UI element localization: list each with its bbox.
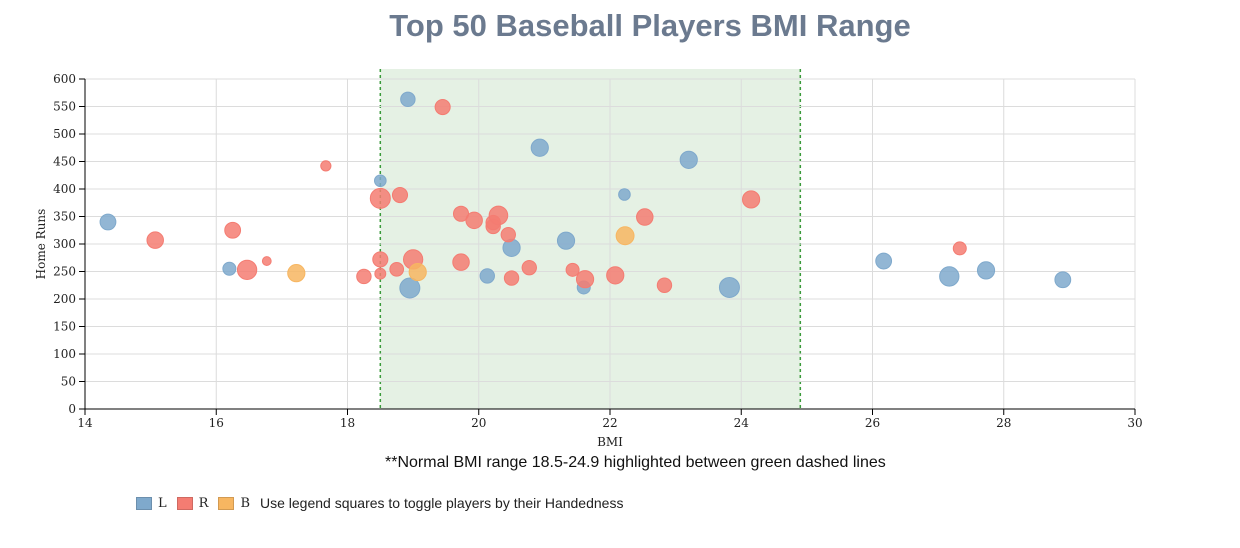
legend-swatch-l[interactable]	[136, 496, 152, 510]
point-r	[434, 99, 451, 116]
point-r	[503, 270, 520, 286]
point-r	[500, 226, 516, 243]
x-tick-label: 22	[602, 416, 617, 430]
band-fill	[380, 69, 801, 409]
y-tick-label: 0	[68, 402, 76, 416]
axes: 14 16 18 20 22 24 26 28 300501001502002503003504…	[53, 72, 1143, 430]
point-l	[618, 188, 631, 201]
y-tick-label: 200	[53, 292, 76, 306]
y-tick-label: 450	[53, 155, 76, 169]
point-r	[488, 205, 509, 226]
point-l	[939, 266, 960, 287]
point-l	[556, 231, 576, 250]
point-r	[952, 241, 967, 256]
legend-label-b: B	[240, 495, 250, 511]
point-r	[452, 253, 470, 271]
point-r	[391, 187, 409, 204]
point-r	[261, 256, 272, 266]
point-l	[679, 150, 698, 169]
point-b	[287, 264, 306, 283]
y-tick-label: 300	[53, 237, 76, 251]
legend: L R B Use legend squares to toggle playe…	[136, 495, 623, 511]
point-r	[320, 160, 332, 172]
point-r	[575, 270, 595, 289]
y-tick-label: 600	[53, 72, 76, 86]
point-l	[400, 91, 416, 108]
legend-swatch-r[interactable]	[176, 496, 193, 510]
x-tick-label: 20	[471, 416, 486, 430]
point-l	[976, 261, 996, 280]
point-l	[99, 213, 117, 231]
legend-item-r[interactable]: R	[176, 495, 209, 511]
point-r	[521, 259, 537, 276]
point-r	[565, 262, 580, 277]
normal-bmi-band	[379, 69, 802, 409]
y-tick-label: 250	[53, 265, 76, 279]
legend-hint: Use legend squares to toggle players by …	[260, 495, 624, 511]
band-note: **Normal BMI range 18.5-24.9 highlighted…	[385, 454, 886, 471]
point-r	[356, 268, 372, 285]
y-tick-label: 150	[53, 320, 76, 334]
legend-item-b[interactable]: B	[218, 496, 250, 511]
y-axis-title: Home Runs	[34, 209, 48, 280]
y-tick-label: 350	[53, 210, 76, 224]
point-r	[374, 267, 387, 280]
x-tick-label: 28	[996, 416, 1011, 430]
legend-item-l[interactable]: L	[136, 496, 167, 511]
point-b	[408, 262, 427, 282]
x-tick-label: 18	[340, 416, 355, 430]
point-r	[465, 211, 483, 230]
point-r	[389, 261, 405, 277]
series-b	[287, 226, 635, 283]
y-tick-label: 50	[61, 375, 76, 389]
point-l	[1054, 271, 1072, 289]
point-r	[369, 187, 391, 209]
y-tick-label: 550	[53, 100, 76, 114]
point-r	[741, 190, 761, 209]
point-l	[399, 277, 421, 299]
point-l	[530, 138, 549, 157]
legend-label-l: L	[158, 495, 167, 511]
legend-swatch-b[interactable]	[218, 496, 235, 510]
series-l	[99, 91, 1072, 299]
point-r	[656, 277, 673, 293]
chart-title: Top 50 Baseball Players BMI Range	[389, 8, 911, 43]
x-axis-title: BMI	[597, 435, 623, 449]
series-r	[146, 99, 967, 293]
point-r	[236, 259, 258, 281]
x-tick-label: 14	[77, 416, 93, 430]
point-l	[374, 174, 387, 188]
x-tick-label: 30	[1127, 416, 1142, 430]
x-tick-label: 24	[734, 416, 750, 430]
y-tick-label: 400	[53, 182, 76, 196]
point-l	[222, 261, 237, 276]
grid-lines	[84, 78, 1136, 410]
y-tick-label: 100	[53, 347, 76, 361]
point-l	[718, 276, 740, 298]
point-r	[146, 231, 164, 249]
point-l	[479, 268, 495, 284]
point-r	[224, 221, 242, 239]
legend-label-r: R	[198, 495, 209, 511]
x-tick-label: 26	[865, 416, 880, 430]
point-r	[606, 266, 625, 285]
data-points	[99, 91, 1072, 299]
point-r	[636, 208, 654, 226]
y-tick-label: 500	[53, 127, 76, 141]
point-l	[875, 252, 893, 270]
point-r	[372, 251, 389, 268]
point-b	[615, 226, 635, 246]
x-tick-label: 16	[209, 416, 224, 430]
